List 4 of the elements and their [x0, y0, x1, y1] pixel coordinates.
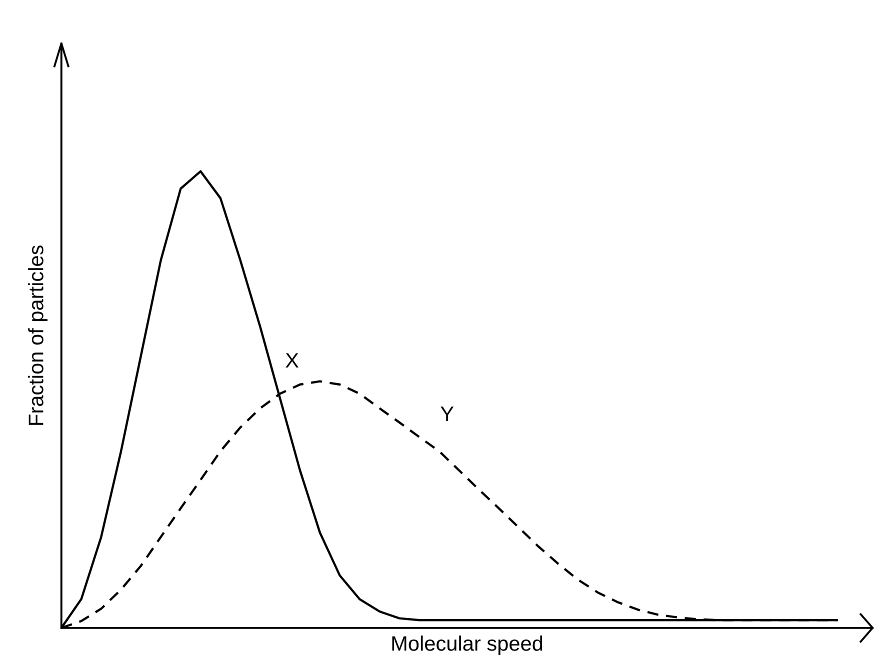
x-axis-title: Molecular speed: [392, 636, 542, 655]
y-axis-title: Fraction of particles: [28, 246, 48, 425]
series-label: X: [286, 353, 299, 368]
series-label: Y: [440, 406, 454, 421]
